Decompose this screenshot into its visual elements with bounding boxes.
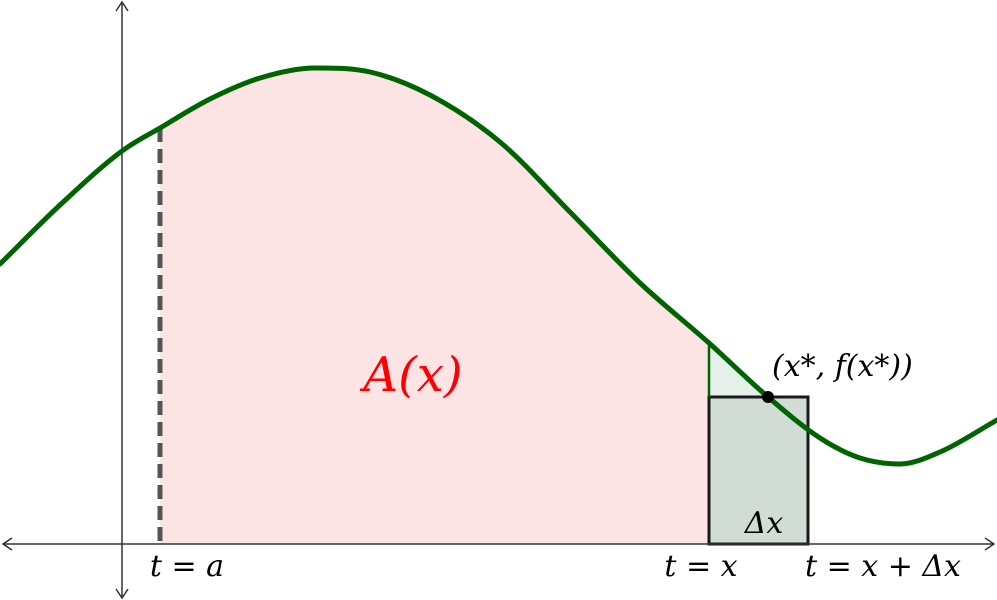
x-axis <box>1 537 996 551</box>
area-label: A(x) <box>359 347 462 403</box>
function-curve <box>0 65 997 467</box>
t-equals-x-plus-dx-label: t = x + Δx <box>805 549 961 584</box>
t-equals-a-label: t = a <box>150 549 224 584</box>
t-equals-x-label: t = x <box>664 549 737 584</box>
sample-point <box>762 391 774 403</box>
area-region <box>160 68 709 544</box>
y-axis <box>115 0 129 600</box>
approx-rectangle <box>707 395 810 546</box>
delta-label: Δx <box>744 506 784 541</box>
point-label: (x*, f(x*)) <box>772 349 913 384</box>
